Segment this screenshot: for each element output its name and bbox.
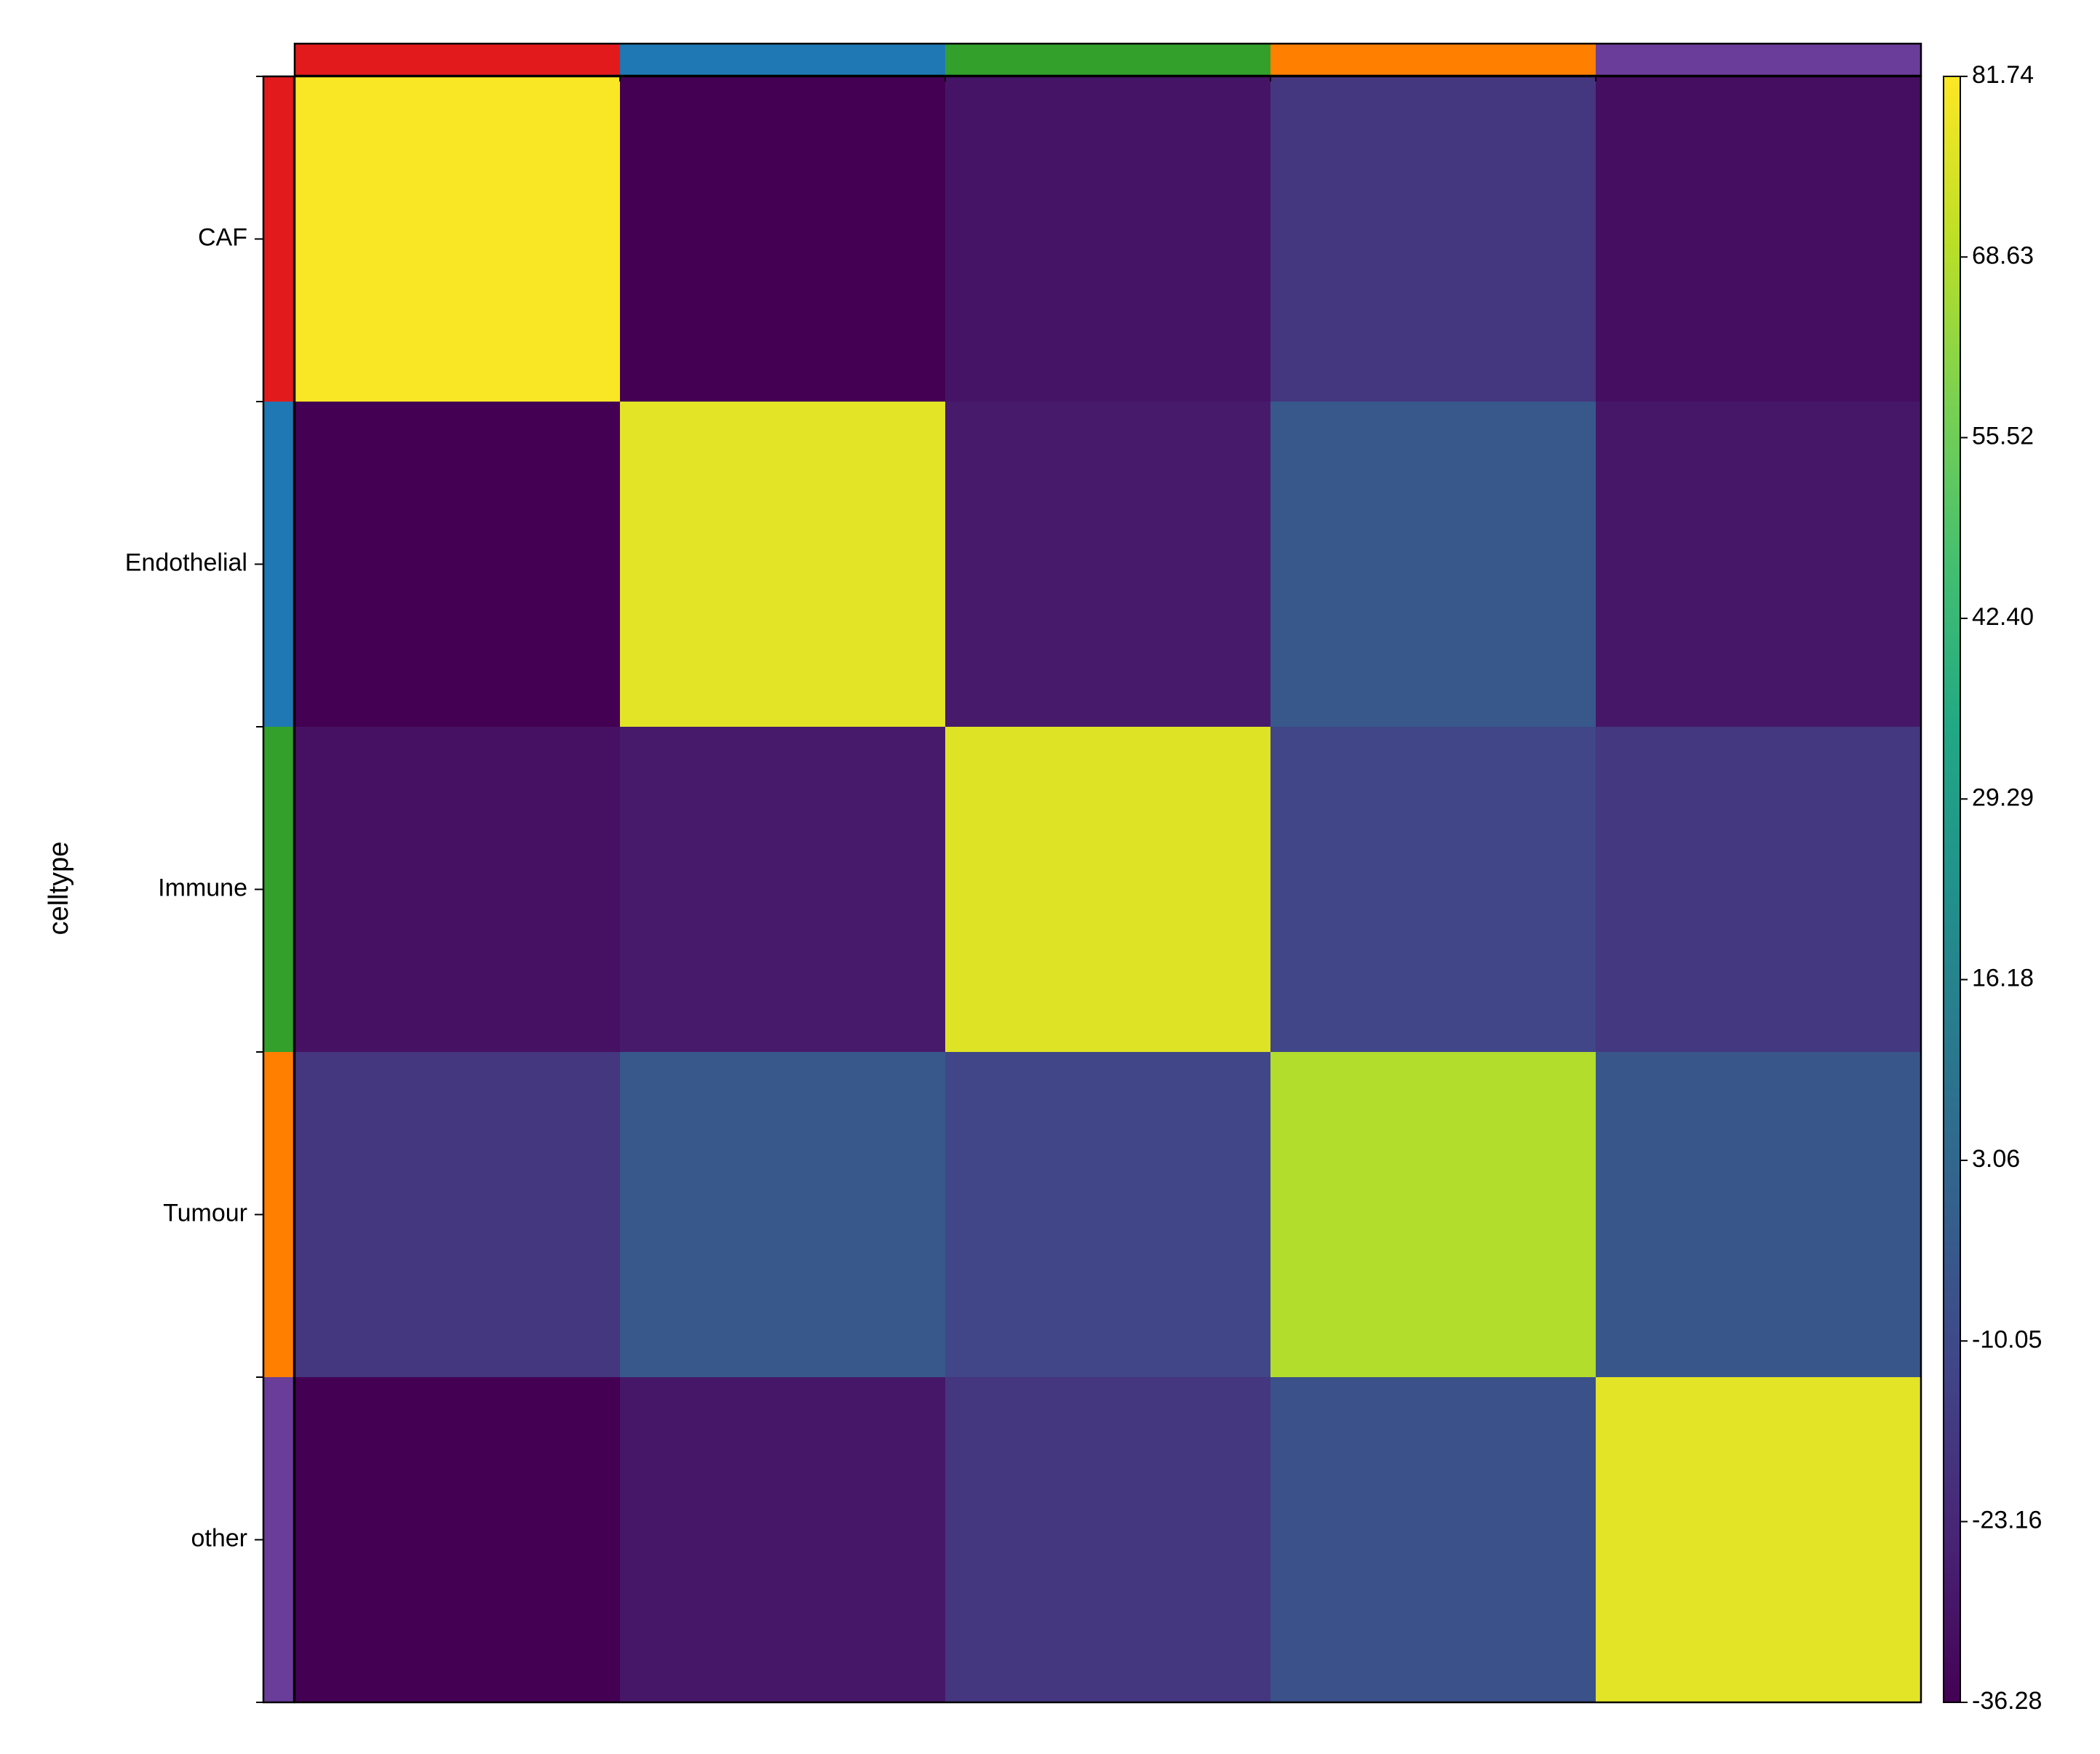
row-label: Tumour (163, 1199, 247, 1227)
colorbar-tick-label: 3.06 (1972, 1145, 2020, 1173)
column-color-stripe (295, 44, 620, 76)
colorbar (1943, 76, 1961, 1703)
heatmap-cell (1270, 1052, 1596, 1378)
column-color-stripe (1270, 44, 1596, 76)
row-color-stripe (263, 1052, 294, 1377)
heatmap-cell (945, 76, 1271, 402)
heatmap-cell (945, 402, 1271, 727)
heatmap-cell (620, 1052, 946, 1378)
heatmap-cell (1270, 1377, 1596, 1703)
row-color-stripe (263, 1377, 294, 1702)
heatmap-cell (1270, 727, 1596, 1053)
heatmap-cell (620, 727, 946, 1053)
column-color-stripe (620, 44, 945, 76)
colorbar-tick-label: -36.28 (1972, 1687, 2042, 1715)
row-stripe-frame (262, 75, 295, 1704)
row-color-stripe (263, 402, 294, 727)
heatmap-cell (1596, 76, 1922, 402)
colorbar-tick-label: -10.05 (1972, 1326, 2042, 1353)
heatmap-cell (620, 76, 946, 402)
row-label: other (191, 1524, 248, 1552)
column-stripe-frame (293, 42, 1922, 77)
colorbar-tick-label: 16.18 (1972, 965, 2034, 992)
heatmap-cell (945, 727, 1271, 1053)
colorbar-tick-label: -23.16 (1972, 1507, 2042, 1534)
heatmap-cell (1596, 727, 1922, 1053)
colorbar-tick-label: 68.63 (1972, 242, 2034, 269)
heatmap-cell (1270, 402, 1596, 727)
colorbar-tick-label: 81.74 (1972, 61, 2034, 89)
y-axis-label: celltype (44, 842, 74, 936)
heatmap-cell (295, 727, 621, 1053)
heatmap-cell (1270, 76, 1596, 402)
row-color-stripe (263, 76, 294, 402)
row-label: Endothelial (125, 549, 247, 576)
colorbar-tick-label: 42.40 (1972, 603, 2034, 631)
heatmap-cell (1596, 1377, 1922, 1703)
heatmap-cell (1596, 1052, 1922, 1378)
row-color-stripe (263, 727, 294, 1052)
heatmap-cell (620, 1377, 946, 1703)
heatmap-cell (945, 1377, 1271, 1703)
heatmap-cell (295, 76, 621, 402)
heatmap-cell (945, 1052, 1271, 1378)
heatmap-cell (620, 402, 946, 727)
row-label: Immune (158, 874, 247, 901)
colorbar-tick-label: 55.52 (1972, 423, 2034, 450)
row-label: CAF (198, 223, 247, 251)
heatmap-cell (1596, 402, 1922, 727)
column-color-stripe (945, 44, 1270, 76)
heatmap-cell (295, 402, 621, 727)
heatmap-cell (295, 1377, 621, 1703)
heatmap-cell (295, 1052, 621, 1378)
column-color-stripe (1596, 44, 1921, 76)
colorbar-tick-label: 29.29 (1972, 784, 2034, 811)
